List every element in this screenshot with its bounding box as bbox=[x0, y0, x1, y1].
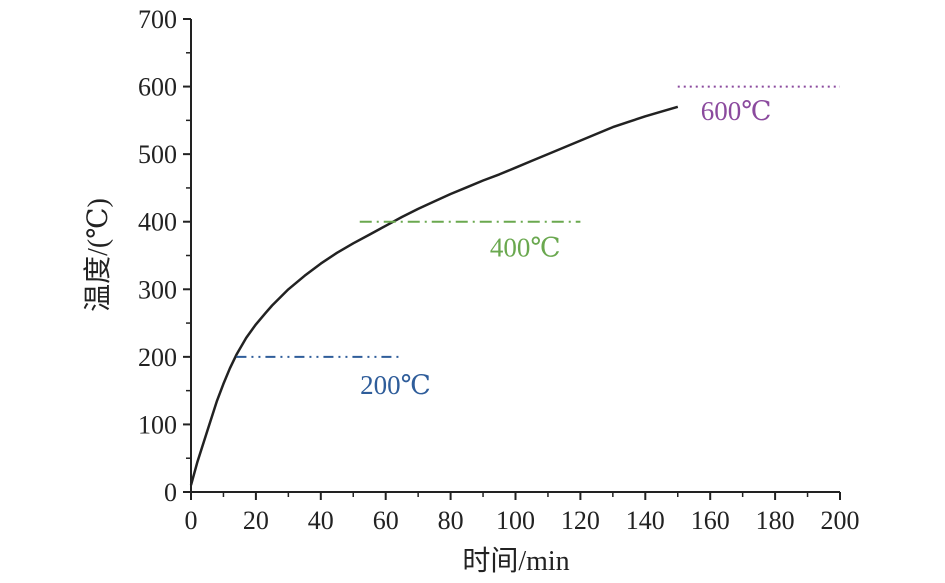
y-tick-label: 100 bbox=[138, 410, 177, 439]
y-axis-title: 温度/(℃) bbox=[82, 198, 114, 312]
y-tick-label: 700 bbox=[138, 5, 177, 34]
y-tick-label: 600 bbox=[138, 73, 177, 102]
reference-lines: 200℃ 400℃ 600℃ bbox=[236, 85, 840, 400]
y-tick-label: 500 bbox=[138, 140, 177, 169]
x-tick-label: 20 bbox=[243, 506, 269, 535]
x-tick-label: 0 bbox=[185, 506, 198, 535]
temperature-curve bbox=[189, 105, 679, 486]
y-tick-label: 200 bbox=[138, 343, 177, 372]
x-tick-label: 200 bbox=[821, 506, 860, 535]
x-tick-label: 80 bbox=[438, 506, 464, 535]
reference-label-400: 400℃ bbox=[490, 233, 561, 263]
x-tick-label: 120 bbox=[561, 506, 600, 535]
x-tick-label: 140 bbox=[626, 506, 665, 535]
x-tick-label: 60 bbox=[373, 506, 399, 535]
reference-label-600: 600℃ bbox=[701, 96, 772, 126]
axes: 0 20 40 60 80 100 120 140 160 180 200 0 100 200 300 400… bbox=[138, 5, 860, 535]
x-tick-label: 40 bbox=[308, 506, 334, 535]
x-axis-title: 时间/min bbox=[462, 545, 569, 577]
x-tick-label: 160 bbox=[691, 506, 730, 535]
y-tick-label: 300 bbox=[138, 275, 177, 304]
y-tick-label: 400 bbox=[138, 208, 177, 237]
x-tick-label: 180 bbox=[756, 506, 795, 535]
x-tick-label: 100 bbox=[496, 506, 535, 535]
reference-label-200: 200℃ bbox=[360, 370, 431, 400]
y-tick-label: 0 bbox=[164, 478, 177, 507]
curve-layer bbox=[189, 105, 679, 486]
